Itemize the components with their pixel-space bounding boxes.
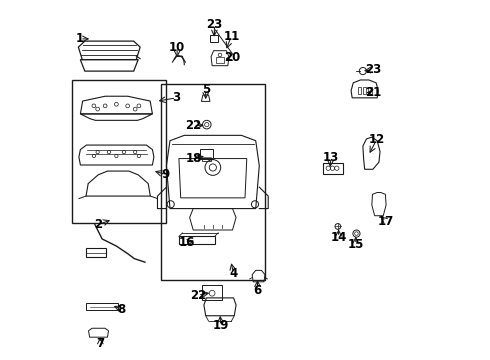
Bar — [72, 80, 167, 223]
Text: 22: 22 — [190, 288, 206, 302]
Text: 6: 6 — [253, 284, 262, 297]
Text: 20: 20 — [224, 51, 241, 64]
Bar — [363, 87, 367, 94]
Text: 23: 23 — [365, 63, 381, 76]
Text: 9: 9 — [162, 168, 170, 181]
Text: 17: 17 — [378, 215, 394, 228]
Text: 1: 1 — [76, 32, 84, 45]
Bar — [86, 248, 106, 257]
Text: 3: 3 — [172, 91, 180, 104]
Bar — [216, 58, 224, 63]
Bar — [202, 285, 222, 300]
Text: 8: 8 — [118, 303, 126, 316]
Text: 23: 23 — [206, 18, 223, 31]
Bar — [86, 302, 118, 310]
Bar — [322, 163, 343, 174]
Text: 10: 10 — [169, 41, 185, 54]
Text: 4: 4 — [229, 267, 238, 280]
Bar — [161, 84, 265, 280]
Bar — [210, 35, 218, 42]
Bar — [179, 237, 215, 244]
Text: 21: 21 — [366, 86, 382, 99]
Bar — [358, 87, 361, 94]
Text: 19: 19 — [213, 319, 229, 332]
Text: 22: 22 — [185, 119, 201, 132]
Text: 14: 14 — [330, 231, 347, 244]
Text: 2: 2 — [94, 218, 102, 231]
Text: 18: 18 — [186, 152, 202, 165]
Text: 16: 16 — [179, 236, 196, 249]
Text: 11: 11 — [223, 30, 240, 42]
Bar — [368, 87, 372, 94]
Text: 7: 7 — [96, 337, 104, 350]
Text: 12: 12 — [368, 134, 385, 147]
Bar — [200, 149, 213, 159]
Text: 15: 15 — [347, 238, 364, 251]
Bar — [202, 158, 211, 161]
Text: 5: 5 — [201, 84, 210, 96]
Text: 13: 13 — [322, 151, 339, 165]
